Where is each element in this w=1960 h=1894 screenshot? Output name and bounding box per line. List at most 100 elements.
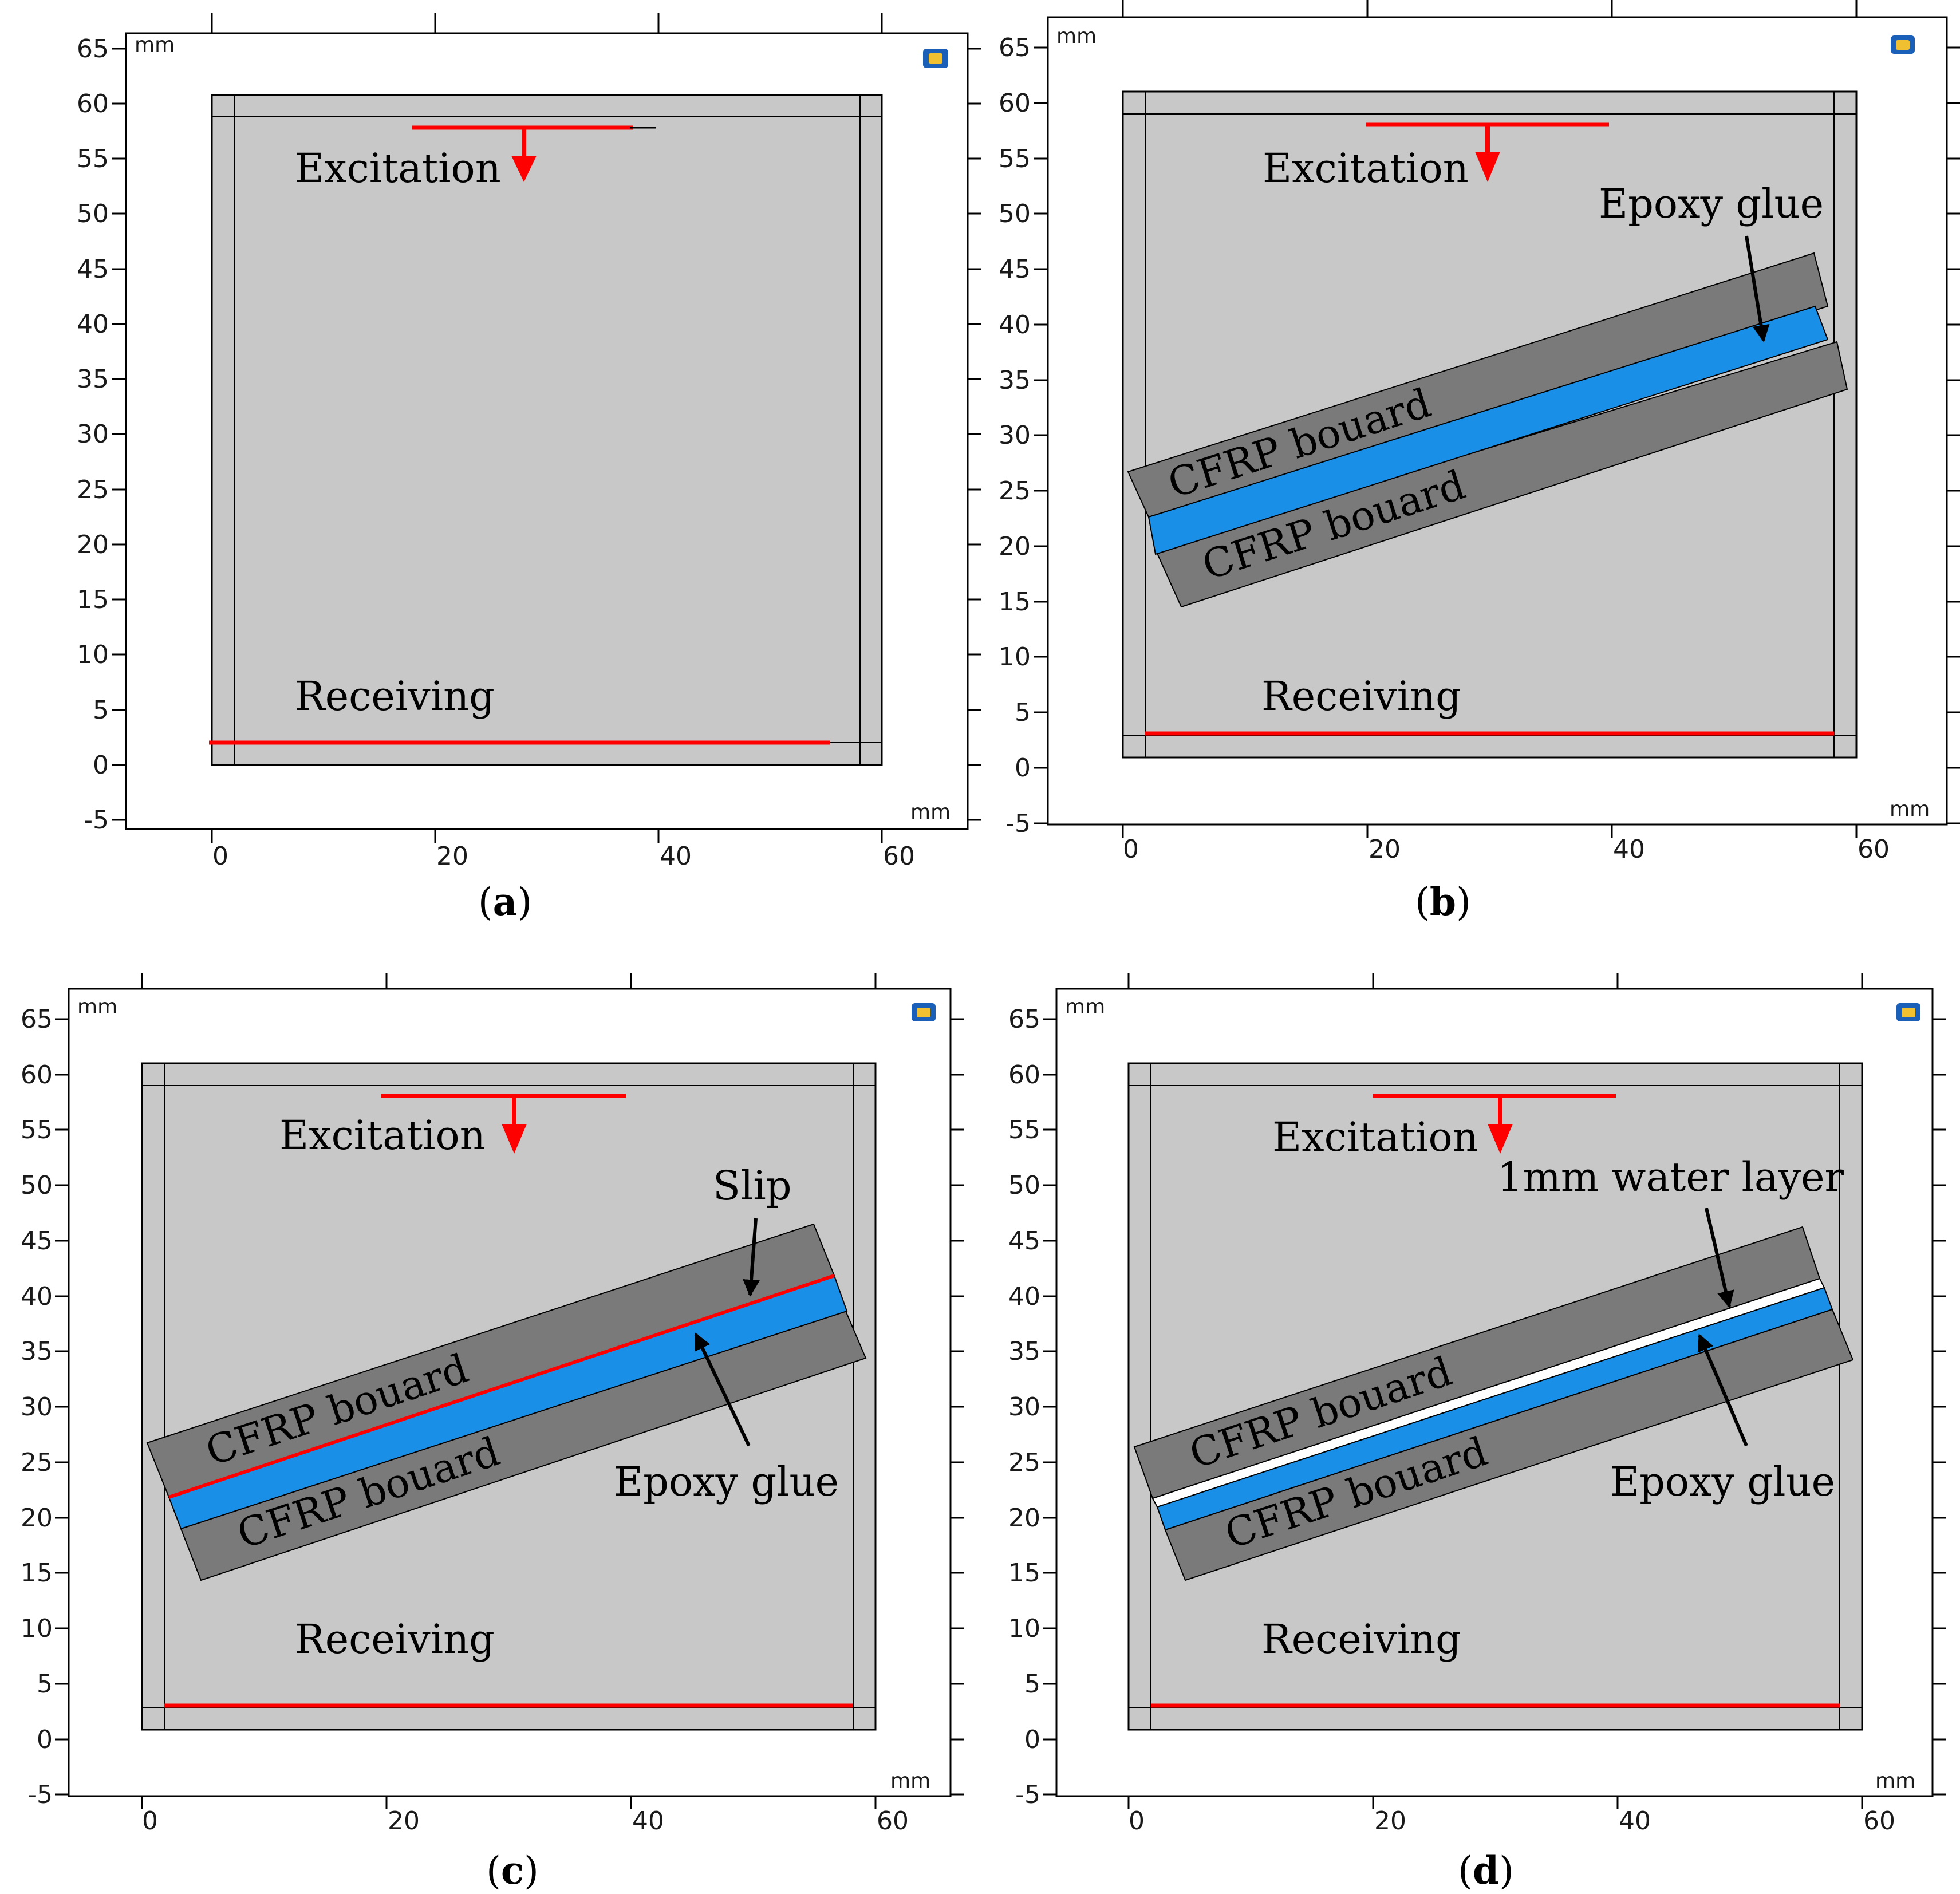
y-tick-label: -5 xyxy=(1005,809,1031,838)
x-tick-label: 20 xyxy=(436,842,468,871)
cfrp-board-top xyxy=(1127,252,1829,518)
excitation-arrow-icon xyxy=(502,1096,527,1154)
x-tick-label: 40 xyxy=(632,1806,664,1836)
x-tick-labels: 0 20 40 60 xyxy=(1129,1806,1895,1836)
y-tick-label: 25 xyxy=(77,475,109,504)
cfrp-board-bottom xyxy=(1154,341,1848,608)
unit-label-top: mm xyxy=(135,33,175,57)
excitation-label: Excitation xyxy=(279,1112,486,1159)
panel-caption: (a) xyxy=(478,879,532,924)
y-tick-label: 50 xyxy=(77,199,109,228)
y-tick-label: 0 xyxy=(1015,753,1031,783)
receiving-label: Receiving xyxy=(1261,673,1461,720)
y-tick-label: 55 xyxy=(77,144,109,173)
y-tick-label: 15 xyxy=(21,1558,53,1588)
cfrp-board-bottom xyxy=(1164,1308,1854,1581)
slip-label: Slip xyxy=(713,1162,792,1209)
y-tick-label: 20 xyxy=(999,532,1031,561)
y-tick-labels: 65 60 55 50 45 40 35 30 25 20 15 10 5 0 … xyxy=(77,34,109,835)
x-tick-label: 60 xyxy=(883,842,915,871)
y-tick-label: 55 xyxy=(999,144,1031,173)
y-tick-label: 60 xyxy=(999,89,1031,118)
y-tick-label: 10 xyxy=(77,640,109,669)
x-tick-labels: 0 20 40 60 xyxy=(212,842,915,871)
y-tick-label: -5 xyxy=(1015,1780,1040,1809)
software-logo-icon xyxy=(912,1003,936,1021)
x-tick-label: 20 xyxy=(1374,1806,1406,1836)
y-tick-label: 55 xyxy=(21,1115,53,1145)
y-tick-label: 0 xyxy=(93,751,109,780)
x-tick-label: 0 xyxy=(142,1806,158,1836)
epoxy-glue-layer xyxy=(1147,305,1829,555)
epoxy-glue-label: Epoxy glue xyxy=(614,1458,839,1505)
y-tick-label: 20 xyxy=(1008,1504,1040,1533)
y-tick-label: 25 xyxy=(999,476,1031,506)
y-tick-label: 65 xyxy=(21,1005,53,1034)
y-tick-labels: 65 60 55 50 45 40 35 30 25 20 15 10 5 0 … xyxy=(1008,1005,1040,1809)
y-tick-label: -5 xyxy=(84,806,109,835)
y-tick-label: 15 xyxy=(1008,1558,1040,1588)
panel-d: mm mm 65 60 55 50 45 40 35 30 25 20 15 1… xyxy=(1008,973,1946,1893)
x-tick-labels: 0 20 40 60 xyxy=(1123,835,1890,864)
y-tick-label: 30 xyxy=(1008,1392,1040,1422)
x-tick-label: 60 xyxy=(1863,1806,1895,1836)
y-tick-label: 0 xyxy=(37,1725,53,1754)
x-tick-label: 0 xyxy=(1129,1806,1145,1836)
unit-label-top: mm xyxy=(1056,25,1097,48)
container-box xyxy=(211,94,883,766)
y-tick-label: 40 xyxy=(77,310,109,339)
receiving-label: Receiving xyxy=(295,1616,495,1663)
excitation-label: Excitation xyxy=(1272,1114,1478,1161)
y-tick-label: 40 xyxy=(999,310,1031,340)
x-tick-label: 40 xyxy=(1613,835,1645,864)
y-tick-label: 15 xyxy=(77,585,109,614)
y-tick-label: 30 xyxy=(999,421,1031,450)
unit-label-bottom: mm xyxy=(1875,1769,1915,1793)
x-tick-label: 40 xyxy=(660,842,692,871)
x-tick-label: 20 xyxy=(388,1806,420,1836)
unit-label-bottom: mm xyxy=(890,1769,930,1793)
y-tick-label: 45 xyxy=(1008,1226,1040,1256)
water-pointer-arrow xyxy=(1705,1208,1734,1308)
y-tick-label: 20 xyxy=(21,1504,53,1533)
panel-caption: (c) xyxy=(486,1848,539,1893)
y-tick-label: 60 xyxy=(77,89,109,119)
x-tick-label: 0 xyxy=(1123,835,1139,864)
x-tick-labels: 0 20 40 60 xyxy=(142,1806,909,1836)
software-logo-icon xyxy=(1896,1003,1920,1021)
receiving-label: Receiving xyxy=(1261,1616,1461,1663)
y-tick-label: 65 xyxy=(1008,1005,1040,1034)
epoxy-pointer-arrow xyxy=(1745,235,1770,342)
epoxy-pointer-arrow xyxy=(1697,1333,1748,1447)
excitation-arrow-icon xyxy=(511,128,537,182)
y-tick-label: 35 xyxy=(77,365,109,394)
y-tick-label: 50 xyxy=(21,1171,53,1200)
epoxy-glue-label: Epoxy glue xyxy=(1610,1458,1835,1505)
x-tick-label: 20 xyxy=(1369,835,1401,864)
axis-ticks xyxy=(55,973,964,1809)
axis-ticks xyxy=(1034,0,1960,838)
y-tick-label: 10 xyxy=(999,642,1031,672)
y-tick-label: -5 xyxy=(27,1780,53,1809)
y-tick-label: 35 xyxy=(1008,1337,1040,1366)
x-tick-label: 0 xyxy=(212,842,228,871)
epoxy-glue-label: Epoxy glue xyxy=(1599,180,1824,227)
axis-ticks xyxy=(1043,973,1946,1809)
y-tick-label: 50 xyxy=(1008,1171,1040,1200)
y-tick-label: 15 xyxy=(999,587,1031,617)
y-tick-label: 25 xyxy=(1008,1448,1040,1477)
y-tick-label: 30 xyxy=(77,420,109,449)
unit-label-top: mm xyxy=(77,995,117,1019)
y-tick-label: 0 xyxy=(1024,1725,1040,1754)
x-tick-label: 40 xyxy=(1619,1806,1651,1836)
y-tick-label: 40 xyxy=(21,1282,53,1311)
y-tick-label: 50 xyxy=(999,199,1031,228)
y-tick-label: 55 xyxy=(1008,1115,1040,1145)
water-layer-label: 1mm water layer xyxy=(1497,1154,1844,1201)
axis-ticks xyxy=(112,13,981,843)
receiving-label: Receiving xyxy=(295,673,495,720)
excitation-arrow-icon xyxy=(1475,124,1500,182)
x-tick-label: 60 xyxy=(877,1806,909,1836)
y-tick-label: 10 xyxy=(21,1614,53,1643)
